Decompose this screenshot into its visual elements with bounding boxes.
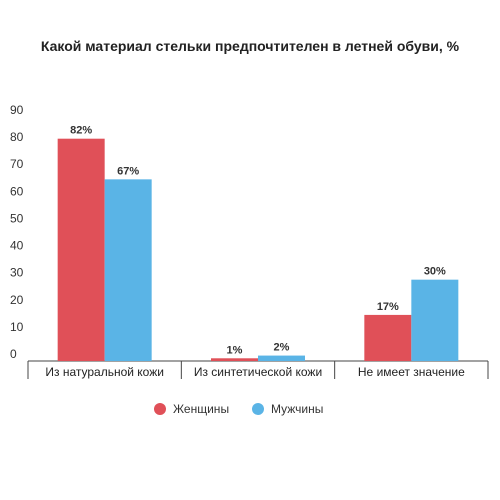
y-tick-label: 50 [10, 211, 24, 225]
legend-marker [154, 403, 166, 415]
bar-men [104, 179, 152, 361]
bars [57, 138, 459, 361]
data-label: 17% [377, 301, 399, 313]
legend-label: Женщины [173, 402, 229, 416]
y-tick-label: 10 [10, 320, 24, 334]
category-label: Из синтетической кожи [194, 365, 322, 379]
legend-label: Мужчины [271, 402, 323, 416]
bar-women [211, 358, 258, 361]
bar-men [258, 355, 305, 361]
data-labels: 82% 1% 17% 67% 2% 30% [70, 125, 446, 357]
y-tick-label: 90 [10, 103, 24, 117]
y-tick-label: 30 [10, 266, 24, 280]
chart-title: Какой материал стельки предпочтителен в … [40, 38, 460, 54]
bar-women [364, 314, 412, 361]
category-labels: Из натуральной кожи Из синтетической кожи… [27, 361, 489, 379]
bar-men [411, 279, 459, 361]
y-tick-label: 20 [10, 293, 24, 307]
category-label: Не имеет значение [358, 365, 465, 379]
bar-women [57, 138, 105, 361]
category-label: Из натуральной кожи [45, 365, 164, 379]
y-tick-label: 40 [10, 239, 24, 253]
y-tick-label: 70 [10, 157, 24, 171]
legend-marker [252, 403, 264, 415]
data-label: 30% [424, 266, 446, 278]
y-axis-tick-labels: 0 10 20 30 40 50 60 70 80 90 [10, 103, 24, 361]
y-tick-label: 60 [10, 184, 24, 198]
y-tick-label: 80 [10, 130, 24, 144]
data-label: 82% [70, 125, 92, 137]
data-label: 2% [274, 342, 290, 354]
y-tick-label: 0 [10, 347, 17, 361]
data-label: 67% [117, 165, 139, 177]
data-label: 1% [227, 344, 243, 356]
legend: Женщины Мужчины [154, 402, 323, 416]
